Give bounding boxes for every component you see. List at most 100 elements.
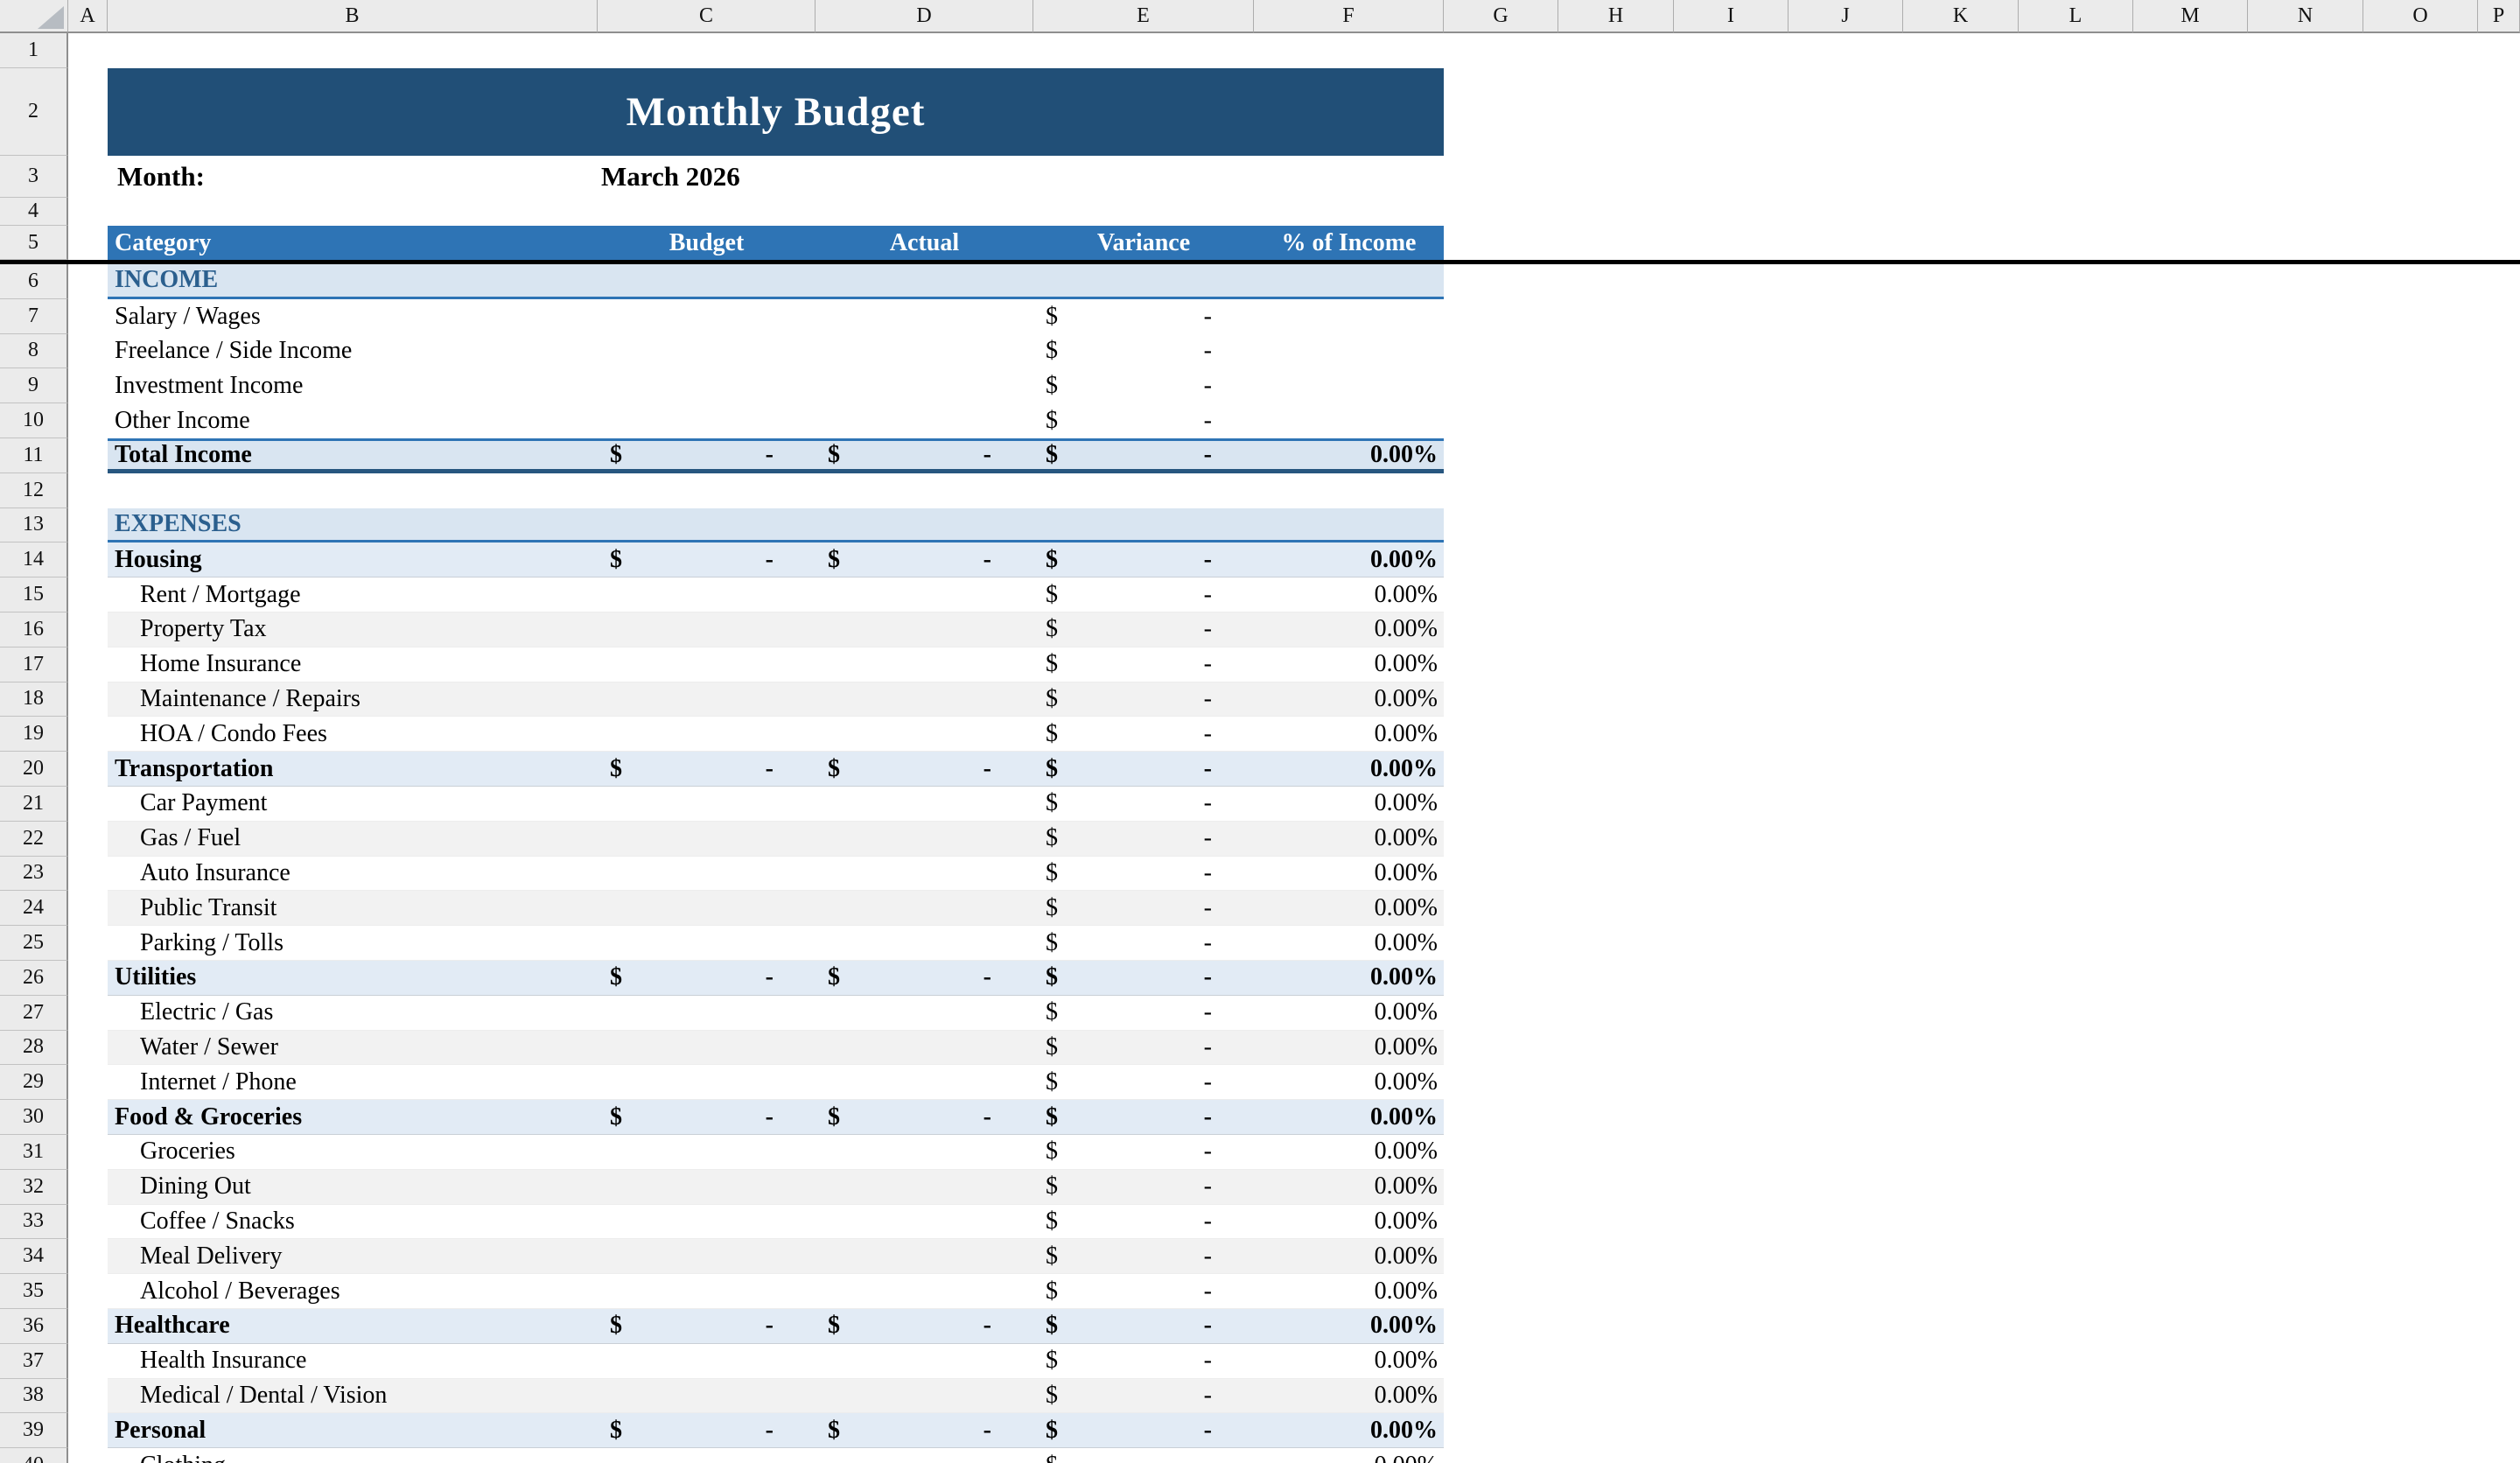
- cell-F14[interactable]: 0.00%: [1370, 545, 1438, 573]
- row-header-24[interactable]: 24: [0, 891, 68, 927]
- title-cell[interactable]: Monthly Budget: [108, 68, 1444, 156]
- cell-B25[interactable]: Parking / Tolls: [140, 928, 284, 956]
- cell-B29[interactable]: Internet / Phone: [140, 1068, 297, 1096]
- cell-F16[interactable]: 0.00%: [1374, 615, 1438, 643]
- cell-B10[interactable]: Other Income: [115, 407, 250, 435]
- cell-F33[interactable]: 0.00%: [1374, 1207, 1438, 1235]
- cell-E25[interactable]: $ -: [1033, 926, 1254, 960]
- cell-E39[interactable]: $ -: [1033, 1413, 1254, 1447]
- cell-D20[interactable]: $ -: [816, 752, 1033, 786]
- header-variance[interactable]: Variance: [1096, 228, 1191, 256]
- cell-B40[interactable]: Clothing: [108, 1448, 598, 1463]
- cell-E7[interactable]: $ -: [1033, 299, 1254, 334]
- column-header-C[interactable]: C: [598, 0, 816, 33]
- header-budget[interactable]: Budget: [668, 228, 745, 256]
- cell-F34[interactable]: 0.00%: [1374, 1242, 1438, 1270]
- cell-E35[interactable]: $ -: [1033, 1274, 1254, 1308]
- cell-C30[interactable]: $ -: [598, 1100, 816, 1134]
- header-actual[interactable]: Actual: [889, 228, 960, 256]
- cell-C39[interactable]: $ -: [598, 1413, 816, 1447]
- column-header-B[interactable]: B: [108, 0, 598, 33]
- cell-B6[interactable]: INCOME: [115, 266, 219, 294]
- cell-F18[interactable]: 0.00%: [1374, 684, 1438, 712]
- column-header-H[interactable]: H: [1558, 0, 1674, 33]
- row-header-10[interactable]: 10: [0, 403, 68, 438]
- row-header-13[interactable]: 13: [0, 508, 68, 543]
- cell-B15[interactable]: Rent / Mortgage: [140, 580, 301, 608]
- cell-F26[interactable]: 0.00%: [1370, 963, 1438, 991]
- row-header-40[interactable]: 40: [0, 1448, 68, 1463]
- cell-E14[interactable]: $ -: [1033, 542, 1254, 577]
- cell-E18[interactable]: $ -: [1033, 682, 1254, 717]
- month-value-cell[interactable]: March 2026: [601, 161, 740, 192]
- cell-F15[interactable]: 0.00%: [1374, 580, 1438, 608]
- cell-E33[interactable]: $ -: [1033, 1205, 1254, 1239]
- row-header-28[interactable]: 28: [0, 1030, 68, 1066]
- row-header-23[interactable]: 23: [0, 856, 68, 892]
- cell-E28[interactable]: $ -: [1033, 1031, 1254, 1065]
- cell-F29[interactable]: 0.00%: [1374, 1068, 1438, 1096]
- cell-E32[interactable]: $ -: [1033, 1170, 1254, 1204]
- cell-F30[interactable]: 0.00%: [1370, 1102, 1438, 1130]
- cell-B34[interactable]: Meal Delivery: [140, 1242, 283, 1270]
- row-header-15[interactable]: 15: [0, 578, 68, 612]
- column-header-D[interactable]: D: [816, 0, 1033, 33]
- cell-E20[interactable]: $ -: [1033, 752, 1254, 786]
- column-header-F[interactable]: F: [1254, 0, 1444, 33]
- cell-E27[interactable]: $ -: [1033, 996, 1254, 1030]
- column-header-G[interactable]: G: [1444, 0, 1558, 33]
- cell-B21[interactable]: Car Payment: [140, 789, 268, 817]
- cell-B20[interactable]: Transportation: [115, 754, 274, 782]
- cell-B37[interactable]: Health Insurance: [140, 1347, 307, 1375]
- cell-B23[interactable]: Auto Insurance: [140, 858, 290, 886]
- cell-E36[interactable]: $ -: [1033, 1309, 1254, 1343]
- cell-C14[interactable]: $ -: [598, 542, 816, 577]
- column-header-I[interactable]: I: [1674, 0, 1788, 33]
- cell-C20[interactable]: $ -: [598, 752, 816, 786]
- cell-F28[interactable]: 0.00%: [1374, 1032, 1438, 1060]
- cell-B39[interactable]: Personal: [115, 1416, 206, 1444]
- row-header-39[interactable]: 39: [0, 1413, 68, 1449]
- cell-B28[interactable]: Water / Sewer: [140, 1032, 278, 1060]
- cell-D30[interactable]: $ -: [816, 1100, 1033, 1134]
- cell-F20[interactable]: 0.00%: [1370, 754, 1438, 782]
- column-header-E[interactable]: E: [1033, 0, 1254, 33]
- column-header-M[interactable]: M: [2133, 0, 2248, 33]
- column-header-K[interactable]: K: [1903, 0, 2019, 33]
- row-header-1[interactable]: 1: [0, 33, 68, 68]
- cell-F21[interactable]: 0.00%: [1374, 789, 1438, 817]
- row-header-22[interactable]: 22: [0, 821, 68, 857]
- row-header-38[interactable]: 38: [0, 1378, 68, 1414]
- cell-E10[interactable]: $ -: [1033, 403, 1254, 438]
- cell-B31[interactable]: Groceries: [140, 1138, 235, 1166]
- row-header-9[interactable]: 9: [0, 368, 68, 404]
- row-header-7[interactable]: 7: [0, 298, 68, 334]
- cell-B13[interactable]: EXPENSES: [115, 509, 242, 537]
- row-header-21[interactable]: 21: [0, 787, 68, 822]
- cell-F38[interactable]: 0.00%: [1374, 1381, 1438, 1409]
- cell-D26[interactable]: $ -: [816, 961, 1033, 995]
- cell-F37[interactable]: 0.00%: [1374, 1347, 1438, 1375]
- cell-B17[interactable]: Home Insurance: [140, 650, 302, 678]
- cell-B38[interactable]: Medical / Dental / Vision: [140, 1381, 388, 1409]
- cell-B26[interactable]: Utilities: [115, 963, 197, 991]
- row-header-11[interactable]: 11: [0, 438, 68, 473]
- cell-B30[interactable]: Food & Groceries: [115, 1102, 303, 1130]
- cell-E15[interactable]: $ -: [1033, 578, 1254, 612]
- row-header-33[interactable]: 33: [0, 1204, 68, 1240]
- row-header-14[interactable]: 14: [0, 542, 68, 578]
- cell-B27[interactable]: Electric / Gas: [140, 998, 274, 1026]
- cell-F40[interactable]: 0.00%: [1254, 1448, 1444, 1463]
- cell-E9[interactable]: $ -: [1033, 368, 1254, 403]
- column-header-O[interactable]: O: [2363, 0, 2478, 33]
- cell-B8[interactable]: Freelance / Side Income: [115, 337, 353, 365]
- cell-E34[interactable]: $ -: [1033, 1239, 1254, 1273]
- cell-B33[interactable]: Coffee / Snacks: [140, 1207, 295, 1235]
- cell-C11[interactable]: $ -: [598, 441, 816, 469]
- cell-E21[interactable]: $ -: [1033, 787, 1254, 821]
- cell-C26[interactable]: $ -: [598, 961, 816, 995]
- cell-B32[interactable]: Dining Out: [140, 1172, 251, 1200]
- cell-E37[interactable]: $ -: [1033, 1344, 1254, 1378]
- month-label-cell[interactable]: Month:: [117, 161, 205, 192]
- cell-E29[interactable]: $ -: [1033, 1065, 1254, 1099]
